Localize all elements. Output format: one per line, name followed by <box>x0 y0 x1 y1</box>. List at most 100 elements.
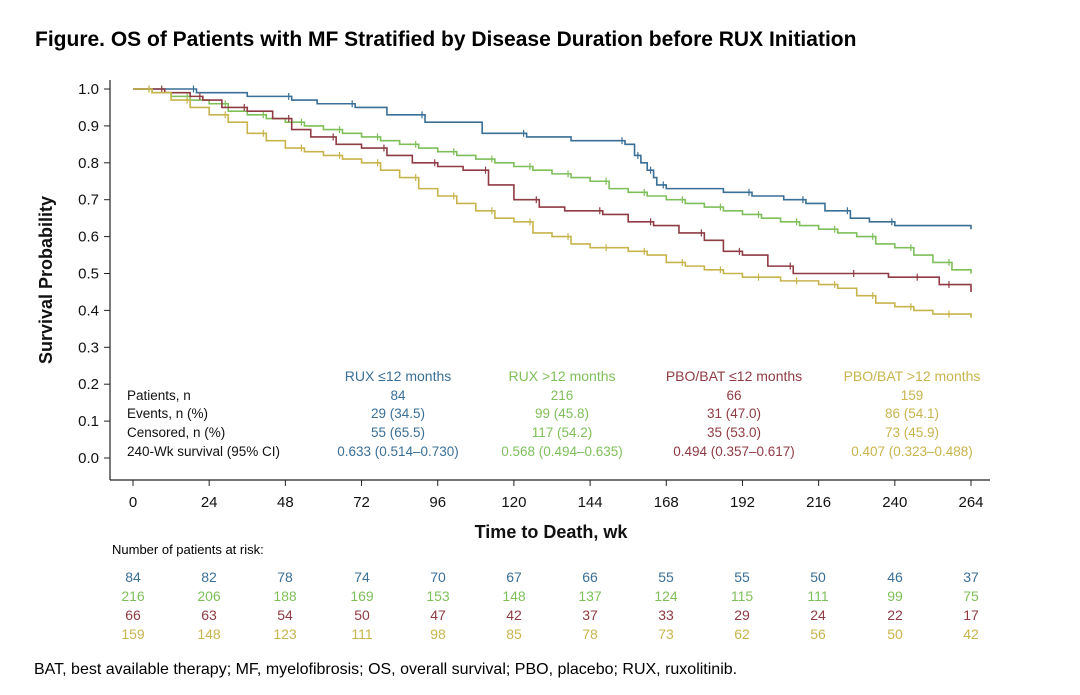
at-risk-value: 55 <box>734 569 750 585</box>
survival-curve-2 <box>133 88 972 274</box>
at-risk-value: 54 <box>277 607 293 623</box>
at-risk-value: 99 <box>887 588 903 604</box>
x-tick-label: 216 <box>806 494 831 511</box>
at-risk-value: 115 <box>731 588 754 604</box>
at-risk-value: 66 <box>582 569 598 585</box>
stats-cell: 55 (65.5) <box>371 425 425 440</box>
at-risk-value: 148 <box>197 626 221 642</box>
at-risk-value: 66 <box>125 607 141 623</box>
at-risk-value: 75 <box>963 588 979 604</box>
stats-cell: 159 <box>901 388 924 403</box>
y-tick-label: 0.9 <box>78 118 99 135</box>
footnote: BAT, best available therapy; MF, myelofi… <box>34 661 738 678</box>
at-risk-value: 47 <box>430 607 446 623</box>
at-risk-value: 74 <box>354 569 370 585</box>
legend-label-1: RUX ≤12 months <box>345 368 452 384</box>
at-risk-value: 153 <box>426 588 450 604</box>
x-tick-label: 240 <box>882 494 907 511</box>
stats-cell: 0.568 (0.494–0.635) <box>501 444 623 459</box>
stats-cell: 216 <box>551 388 574 403</box>
at-risk-value: 70 <box>430 569 446 585</box>
legend-label-3: PBO/BAT ≤12 months <box>666 368 802 384</box>
at-risk-value: 124 <box>654 588 678 604</box>
survival-curve-1 <box>133 88 972 230</box>
stats-cell: 117 (54.2) <box>532 425 593 440</box>
at-risk-value: 169 <box>350 588 374 604</box>
y-tick-label: 0.3 <box>78 339 99 356</box>
legend-label-4: PBO/BAT >12 months <box>844 368 981 384</box>
survival-curve-4 <box>133 88 972 318</box>
stats-cell: 35 (53.0) <box>707 425 761 440</box>
stats-cell: 29 (34.5) <box>371 406 425 421</box>
stats-cell: 99 (45.8) <box>535 406 589 421</box>
at-risk-value: 29 <box>734 607 750 623</box>
at-risk-value: 82 <box>201 569 217 585</box>
at-risk-value: 188 <box>273 588 297 604</box>
y-tick-label: 0.6 <box>78 229 99 246</box>
at-risk-value: 78 <box>277 569 293 585</box>
stats-cell: 0.633 (0.514–0.730) <box>337 444 459 459</box>
x-tick-label: 48 <box>277 494 294 511</box>
x-tick-label: 72 <box>353 494 370 511</box>
x-tick-label: 144 <box>578 494 603 511</box>
stats-cell: 84 <box>390 388 406 403</box>
at-risk-value: 33 <box>658 607 674 623</box>
x-tick-label: 264 <box>958 494 983 511</box>
stats-cell: 66 <box>726 388 741 403</box>
at-risk-value: 78 <box>582 626 598 642</box>
stats-row-label: 240-Wk survival (95% CI) <box>127 444 280 459</box>
at-risk-value: 98 <box>430 626 446 642</box>
x-tick-label: 120 <box>501 494 526 511</box>
at-risk-value: 42 <box>963 626 979 642</box>
x-tick-label: 0 <box>129 494 137 511</box>
x-tick-label: 24 <box>201 494 218 511</box>
at-risk-value: 84 <box>125 569 141 585</box>
y-tick-label: 0.5 <box>78 266 99 283</box>
at-risk-value: 111 <box>807 588 828 604</box>
at-risk-value: 55 <box>658 569 674 585</box>
y-tick-label: 0.4 <box>78 302 99 319</box>
y-tick-label: 1.0 <box>78 81 99 98</box>
stats-row-label: Patients, n <box>127 388 191 403</box>
at-risk-value: 111 <box>351 626 372 642</box>
chart-title: Figure. OS of Patients with MF Stratifie… <box>35 28 857 51</box>
at-risk-value: 56 <box>810 626 826 642</box>
at-risk-value: 137 <box>578 588 602 604</box>
x-tick-label: 96 <box>429 494 446 511</box>
y-tick-label: 0.0 <box>78 450 99 467</box>
at-risk-value: 148 <box>502 588 526 604</box>
y-axis-label: Survival Probability <box>36 196 56 364</box>
survival-curve-3 <box>133 88 972 292</box>
stats-cell: 0.407 (0.323–0.488) <box>851 444 973 459</box>
at-risk-header: Number of patients at risk: <box>112 542 264 557</box>
y-tick-label: 0.2 <box>78 376 99 393</box>
legend-label-2: RUX >12 months <box>509 368 616 384</box>
at-risk-value: 67 <box>506 569 522 585</box>
stats-cell: 86 (54.1) <box>885 406 939 421</box>
stats-cell: 31 (47.0) <box>707 406 761 421</box>
at-risk-value: 37 <box>582 607 598 623</box>
x-tick-label: 192 <box>730 494 755 511</box>
at-risk-value: 63 <box>201 607 217 623</box>
at-risk-value: 123 <box>273 626 297 642</box>
at-risk-value: 85 <box>506 626 522 642</box>
at-risk-value: 37 <box>963 569 979 585</box>
y-tick-label: 0.7 <box>78 192 99 209</box>
at-risk-value: 42 <box>506 607 522 623</box>
at-risk-value: 50 <box>810 569 826 585</box>
at-risk-value: 17 <box>963 607 979 623</box>
at-risk-value: 216 <box>121 588 145 604</box>
at-risk-value: 22 <box>887 607 903 623</box>
at-risk-value: 50 <box>354 607 370 623</box>
at-risk-value: 206 <box>197 588 221 604</box>
x-axis-label: Time to Death, wk <box>475 522 629 542</box>
at-risk-value: 73 <box>658 626 674 642</box>
stats-row-label: Censored, n (%) <box>127 425 225 440</box>
at-risk-value: 62 <box>734 626 750 642</box>
stats-cell: 0.494 (0.357–0.617) <box>673 444 795 459</box>
at-risk-value: 50 <box>887 626 903 642</box>
stats-cell: 73 (45.9) <box>885 425 939 440</box>
y-tick-label: 0.1 <box>78 413 99 430</box>
at-risk-value: 159 <box>121 626 145 642</box>
